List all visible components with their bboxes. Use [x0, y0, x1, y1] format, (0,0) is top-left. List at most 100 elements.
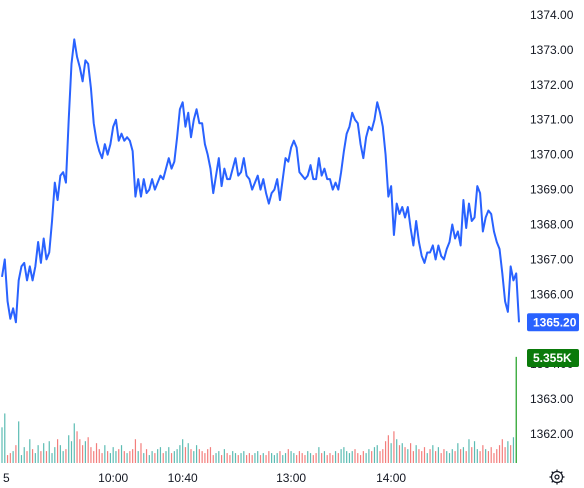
- volume-bar: [410, 443, 412, 463]
- volume-bar: [90, 447, 92, 463]
- volume-bar: [123, 451, 125, 463]
- volume-bar: [190, 449, 192, 464]
- volume-bar: [259, 455, 262, 463]
- volume-bar: [182, 439, 184, 463]
- volume-bar: [243, 451, 245, 463]
- volume-bar: [129, 451, 131, 463]
- volume-bar: [473, 441, 476, 463]
- volume-bar: [298, 451, 301, 463]
- volume-bar: [151, 451, 153, 463]
- volume-bar: [373, 447, 376, 463]
- volume-bar: [312, 455, 314, 463]
- volume-bar: [354, 449, 356, 464]
- volume-bar: [365, 453, 367, 463]
- volume-bar: [435, 451, 437, 463]
- volume-bars: [1, 356, 517, 464]
- volume-bar: [465, 451, 467, 463]
- volume-bar: [223, 449, 225, 464]
- volume-bar: [321, 453, 323, 463]
- last-price-label: 1365.20: [533, 315, 577, 329]
- volume-bar: [54, 447, 56, 463]
- volume-bar: [479, 451, 481, 463]
- volume-bar: [418, 449, 420, 464]
- volume-bar: [95, 443, 98, 463]
- price-axis[interactable]: 1374.00 1373.00 1372.00 1371.00 1370.00 1369.…: [530, 8, 574, 441]
- volume-bar: [334, 451, 337, 463]
- volume-bar: [407, 449, 409, 464]
- volume-bar: [446, 451, 448, 463]
- gear-icon[interactable]: [549, 469, 565, 485]
- volume-bar: [440, 453, 442, 463]
- volume-bar: [468, 439, 470, 463]
- time-axis[interactable]: 5 10:00 10:40 13:00 14:00: [3, 471, 406, 485]
- volume-bar: [170, 453, 173, 463]
- volume-bar: [254, 453, 256, 463]
- volume-bar: [351, 451, 353, 463]
- volume-bar: [393, 431, 395, 463]
- volume-bar: [137, 451, 139, 463]
- y-tick-label: 1366.00: [530, 287, 574, 301]
- volume-bar: [287, 449, 289, 464]
- volume-bar: [504, 447, 506, 463]
- volume-bar: [115, 451, 117, 463]
- volume-bar: [48, 441, 50, 463]
- volume-bar: [460, 449, 462, 464]
- volume-bar: [212, 455, 214, 463]
- y-tick-label: 1368.00: [530, 218, 574, 232]
- volume-bar: [98, 449, 100, 464]
- volume-bar: [276, 453, 278, 463]
- volume-bar: [309, 453, 312, 463]
- volume-bar: [179, 445, 181, 463]
- volume-bar: [404, 447, 406, 463]
- volume-bar: [301, 453, 303, 463]
- volume-bar: [226, 453, 228, 463]
- volume-bar: [382, 449, 384, 464]
- volume-bar: [471, 447, 473, 463]
- volume-bar: [18, 421, 20, 464]
- volume-bar: [359, 455, 362, 463]
- volume-bar: [332, 455, 334, 463]
- volume-bar: [279, 451, 281, 463]
- volume-bar: [84, 441, 86, 463]
- volume-bar: [515, 356, 517, 463]
- volume-bar: [168, 447, 170, 463]
- volume-bar: [323, 451, 326, 463]
- volume-bar: [37, 445, 39, 463]
- volume-bar: [118, 449, 120, 464]
- volume-bar: [126, 453, 128, 463]
- x-tick-label: 10:00: [98, 471, 128, 485]
- volume-bar: [485, 449, 487, 464]
- volume-bar: [265, 455, 267, 463]
- volume-bar: [65, 449, 67, 464]
- x-tick-label: 14:00: [376, 471, 406, 485]
- volume-bar: [510, 445, 512, 463]
- volume-bar: [45, 451, 48, 463]
- y-tick-label: 1362.00: [530, 427, 574, 441]
- volume-bar: [184, 447, 187, 463]
- volume-bar: [107, 451, 109, 463]
- volume-bar: [454, 451, 456, 463]
- volume-bar: [207, 449, 209, 464]
- volume-bar: [234, 453, 237, 463]
- y-tick-label: 1373.00: [530, 43, 574, 57]
- volume-bar: [112, 447, 114, 463]
- volume-bar: [396, 439, 398, 463]
- volume-bar: [26, 451, 28, 463]
- volume-bar: [159, 447, 162, 463]
- volume-bar: [232, 451, 234, 463]
- volume-bar: [240, 453, 242, 463]
- volume-bar: [476, 449, 478, 464]
- volume-bar: [346, 451, 348, 463]
- volume-bar: [496, 449, 498, 464]
- volume-bar: [293, 453, 295, 463]
- volume-bar: [176, 449, 178, 464]
- volume-bar: [290, 451, 292, 463]
- volume-bar: [379, 451, 381, 463]
- price-series: [1, 38, 520, 324]
- volume-bar: [401, 443, 403, 463]
- volume-bar: [173, 451, 175, 463]
- y-tick-label: 1371.00: [530, 113, 574, 127]
- volume-bar: [462, 447, 465, 463]
- volume-bar: [412, 451, 414, 463]
